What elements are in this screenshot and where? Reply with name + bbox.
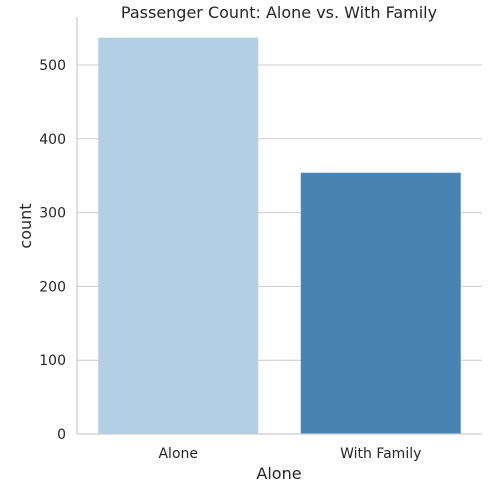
y-tick-labels: 0 100 200 300 400 500 <box>39 58 66 443</box>
x-tick-labels: Alone With Family <box>158 446 421 462</box>
bar-alone <box>98 37 259 434</box>
axes <box>76 17 482 435</box>
y-tick-label-200: 200 <box>39 279 66 295</box>
y-tick-label-400: 400 <box>39 132 66 148</box>
bars <box>98 37 461 435</box>
y-tick-label-100: 100 <box>39 353 66 369</box>
y-tick-label-300: 300 <box>39 206 66 222</box>
y-tick-label-500: 500 <box>39 58 66 74</box>
x-tick-label-with-family: With Family <box>340 446 421 462</box>
y-axis-label: count <box>16 203 35 248</box>
bar-with-family <box>300 172 461 435</box>
chart-title: Passenger Count: Alone vs. With Family <box>121 3 437 22</box>
y-tick-label-0: 0 <box>57 427 66 443</box>
x-tick-label-alone: Alone <box>158 446 198 462</box>
x-axis-label: Alone <box>256 464 301 483</box>
